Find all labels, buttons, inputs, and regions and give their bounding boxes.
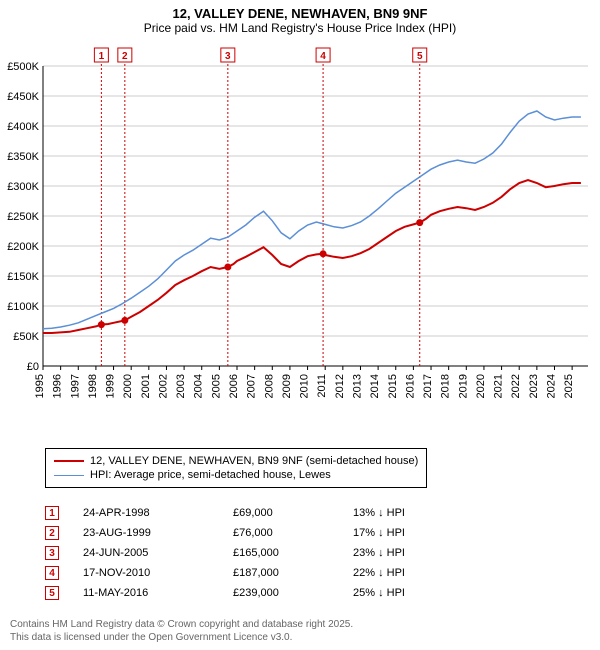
footer-line1: Contains HM Land Registry data © Crown c… xyxy=(10,618,353,631)
svg-text:2021: 2021 xyxy=(493,374,505,398)
svg-text:£100K: £100K xyxy=(7,301,39,313)
svg-text:2014: 2014 xyxy=(369,374,381,398)
svg-text:2016: 2016 xyxy=(404,374,416,398)
row-marker: 3 xyxy=(45,546,59,560)
legend-swatch xyxy=(54,460,84,462)
svg-text:2008: 2008 xyxy=(263,374,275,398)
svg-text:2010: 2010 xyxy=(299,374,311,398)
legend: 12, VALLEY DENE, NEWHAVEN, BN9 9NF (semi… xyxy=(45,448,427,488)
row-date: 17-NOV-2010 xyxy=(83,567,233,579)
sales-table: 1 24-APR-1998£69,00013% ↓ HPI 2 23-AUG-1999… xyxy=(45,503,473,603)
svg-text:2012: 2012 xyxy=(334,374,346,398)
title-address: 12, VALLEY DENE, NEWHAVEN, BN9 9NF xyxy=(0,6,600,21)
svg-text:£400K: £400K xyxy=(7,121,39,133)
row-pct: 17% ↓ HPI xyxy=(353,527,473,539)
table-row: 4 17-NOV-2010£187,00022% ↓ HPI xyxy=(45,563,473,583)
table-row: 1 24-APR-1998£69,00013% ↓ HPI xyxy=(45,503,473,523)
svg-text:£250K: £250K xyxy=(7,211,39,223)
svg-text:2001: 2001 xyxy=(140,374,152,398)
svg-text:2: 2 xyxy=(122,51,128,62)
legend-swatch xyxy=(54,475,84,476)
chart-title-block: 12, VALLEY DENE, NEWHAVEN, BN9 9NF Price… xyxy=(0,0,600,35)
svg-text:3: 3 xyxy=(225,51,231,62)
row-marker: 5 xyxy=(45,586,59,600)
svg-text:£150K: £150K xyxy=(7,271,39,283)
row-price: £239,000 xyxy=(233,587,353,599)
chart-area: £0£50K£100K£150K£200K£250K£300K£350K£400… xyxy=(43,48,593,403)
footer-line2: This data is licensed under the Open Gov… xyxy=(10,631,353,644)
svg-text:2004: 2004 xyxy=(193,374,205,398)
row-pct: 13% ↓ HPI xyxy=(353,507,473,519)
row-date: 24-JUN-2005 xyxy=(83,547,233,559)
svg-text:£0: £0 xyxy=(27,361,39,373)
legend-item: 12, VALLEY DENE, NEWHAVEN, BN9 9NF (semi… xyxy=(54,455,418,467)
row-date: 11-MAY-2016 xyxy=(83,587,233,599)
svg-text:5: 5 xyxy=(417,51,423,62)
svg-text:1: 1 xyxy=(99,51,105,62)
svg-text:2011: 2011 xyxy=(316,374,328,398)
svg-text:£50K: £50K xyxy=(13,331,39,343)
legend-label: 12, VALLEY DENE, NEWHAVEN, BN9 9NF (semi… xyxy=(90,455,418,467)
table-row: 5 11-MAY-2016£239,00025% ↓ HPI xyxy=(45,583,473,603)
row-price: £76,000 xyxy=(233,527,353,539)
svg-text:2000: 2000 xyxy=(122,374,134,398)
row-marker: 4 xyxy=(45,566,59,580)
footer-attribution: Contains HM Land Registry data © Crown c… xyxy=(10,618,353,644)
line-chart: £0£50K£100K£150K£200K£250K£300K£350K£400… xyxy=(43,48,593,403)
row-marker: 2 xyxy=(45,526,59,540)
legend-item: HPI: Average price, semi-detached house,… xyxy=(54,469,418,481)
table-row: 2 23-AUG-1999£76,00017% ↓ HPI xyxy=(45,523,473,543)
svg-text:2017: 2017 xyxy=(422,374,434,398)
svg-text:2005: 2005 xyxy=(210,374,222,398)
title-subtitle: Price paid vs. HM Land Registry's House … xyxy=(0,21,600,35)
svg-text:2018: 2018 xyxy=(440,374,452,398)
svg-text:2009: 2009 xyxy=(281,374,293,398)
svg-text:1999: 1999 xyxy=(105,374,117,398)
svg-text:2006: 2006 xyxy=(228,374,240,398)
svg-text:£350K: £350K xyxy=(7,151,39,163)
svg-text:£300K: £300K xyxy=(7,181,39,193)
svg-text:2007: 2007 xyxy=(246,374,258,398)
row-date: 23-AUG-1999 xyxy=(83,527,233,539)
row-price: £69,000 xyxy=(233,507,353,519)
svg-text:2015: 2015 xyxy=(387,374,399,398)
svg-text:2003: 2003 xyxy=(175,374,187,398)
svg-text:£500K: £500K xyxy=(7,61,39,73)
svg-text:2002: 2002 xyxy=(157,374,169,398)
table-row: 3 24-JUN-2005£165,00023% ↓ HPI xyxy=(45,543,473,563)
svg-text:£200K: £200K xyxy=(7,241,39,253)
svg-text:2022: 2022 xyxy=(510,374,522,398)
svg-text:2019: 2019 xyxy=(457,374,469,398)
svg-text:1996: 1996 xyxy=(52,374,64,398)
svg-text:1995: 1995 xyxy=(34,374,46,398)
row-date: 24-APR-1998 xyxy=(83,507,233,519)
svg-text:1998: 1998 xyxy=(87,374,99,398)
row-pct: 25% ↓ HPI xyxy=(353,587,473,599)
legend-label: HPI: Average price, semi-detached house,… xyxy=(90,469,331,481)
row-price: £187,000 xyxy=(233,567,353,579)
svg-text:2013: 2013 xyxy=(351,374,363,398)
svg-text:1997: 1997 xyxy=(69,374,81,398)
svg-text:£450K: £450K xyxy=(7,91,39,103)
row-price: £165,000 xyxy=(233,547,353,559)
svg-text:2024: 2024 xyxy=(545,374,557,398)
svg-text:2020: 2020 xyxy=(475,374,487,398)
svg-text:2023: 2023 xyxy=(528,374,540,398)
row-marker: 1 xyxy=(45,506,59,520)
row-pct: 23% ↓ HPI xyxy=(353,547,473,559)
row-pct: 22% ↓ HPI xyxy=(353,567,473,579)
svg-text:4: 4 xyxy=(320,51,326,62)
svg-text:2025: 2025 xyxy=(563,374,575,398)
